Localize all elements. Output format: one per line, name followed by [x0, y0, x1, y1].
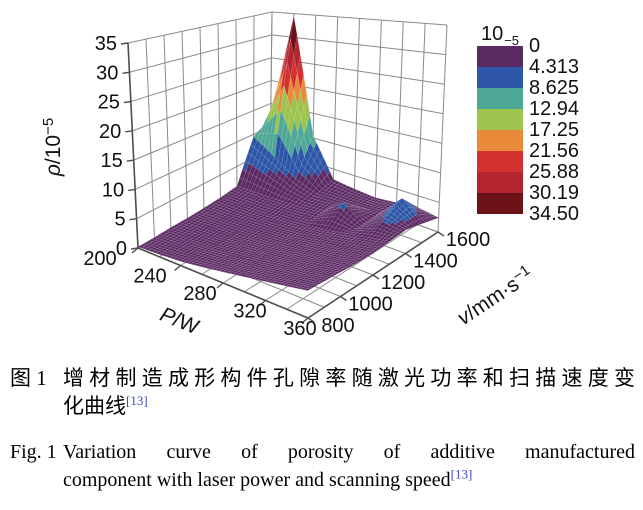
tick-label: 1400 — [413, 251, 458, 273]
caption-zh-line1: 增材制造成形构件孔隙率随激光功率和扫描速度变 — [63, 366, 635, 390]
legend-value-5: 21.56 — [529, 140, 580, 162]
tick-label: 10 — [102, 179, 124, 201]
surface-mesh — [137, 15, 439, 291]
legend-value-6: 25.88 — [529, 161, 580, 183]
legend-band-7 — [477, 193, 523, 214]
legend-title-exponent: −5 — [504, 33, 520, 48]
legend-band-6 — [477, 172, 523, 193]
tick-label: 1600 — [446, 229, 491, 251]
caption-en-reference: [13] — [450, 466, 473, 482]
tick-label: 1200 — [381, 272, 426, 294]
legend-band-5 — [477, 151, 523, 172]
caption-en-label: Fig. 1 — [10, 441, 57, 463]
tick-label: 280 — [183, 283, 216, 305]
legend-band-1 — [477, 67, 523, 88]
caption-en-line2: component with laser power and scanning … — [63, 466, 635, 494]
tick-label: 320 — [233, 301, 266, 323]
z-axis-title: ρ/10−5 — [40, 118, 65, 177]
legend-band-3 — [477, 109, 523, 130]
colorbar-legend: 10 −5 0 4.313 8.625 12.94 17.25 21.56 25.88 30.1… — [477, 12, 607, 225]
legend-title-base: 10 — [480, 23, 504, 45]
caption-chinese: 图 1 增材制造成形构件孔隙率随激光功率和扫描速度变 化曲线[13] — [10, 364, 637, 420]
legend-value-2: 8.625 — [529, 77, 580, 99]
legend-value-7: 30.19 — [529, 182, 580, 204]
x-axis-title: P/W — [157, 303, 203, 339]
tick-label: 15 — [100, 150, 122, 172]
legend-band-2 — [477, 88, 523, 109]
tick-label: 5 — [114, 209, 125, 231]
surface-plot-3d: 0 5 10 15 20 25 30 35 200 240 280 320 360 80010001200… — [40, 11, 537, 340]
tick-label: 360 — [283, 318, 316, 340]
legend-value-1: 4.313 — [529, 56, 580, 78]
tick-label: 800 — [321, 315, 354, 337]
legend-value-0: 0 — [529, 35, 541, 57]
tick-label: 1000 — [348, 294, 393, 316]
caption-zh-body: 增材制造成形构件孔隙率随激光功率和扫描速度变 化曲线[13] — [63, 364, 635, 420]
legend-colorbar — [477, 46, 523, 214]
tick-label: 0 — [116, 238, 127, 260]
legend-value-3: 12.94 — [529, 98, 580, 120]
legend-value-4: 17.25 — [529, 119, 580, 141]
caption-en-body: Variation curve of porosity of additive … — [63, 438, 635, 494]
tick-label: 200 — [83, 248, 116, 270]
tick-label: 20 — [99, 121, 121, 143]
caption-en-line1: Variation curve of porosity of additive … — [63, 441, 635, 463]
legend-band-4 — [477, 130, 523, 151]
tick-label: 30 — [96, 62, 118, 84]
caption-zh-line2-text: 化曲线 — [63, 394, 126, 418]
legend-value-8: 34.50 — [529, 203, 580, 225]
caption-zh-label: 图 1 — [10, 366, 47, 390]
caption-en-line2-text: component with laser power and scanning … — [63, 469, 451, 491]
legend-title: 10 −5 — [477, 12, 523, 48]
y-axis-title: v/mm·s−1 — [452, 262, 537, 330]
caption-english: Fig. 1 Variation curve of porosity of add… — [10, 438, 637, 494]
legend-band-0 — [477, 46, 523, 67]
caption-zh-line2: 化曲线[13] — [63, 392, 635, 420]
tick-label: 25 — [98, 92, 120, 114]
tick-label: 240 — [133, 266, 166, 288]
tick-label: 35 — [95, 33, 117, 55]
caption-zh-reference: [13] — [126, 393, 148, 408]
tick-labels: 0 5 10 15 20 25 30 35 200 240 280 320 360 80010001200… — [83, 33, 490, 340]
